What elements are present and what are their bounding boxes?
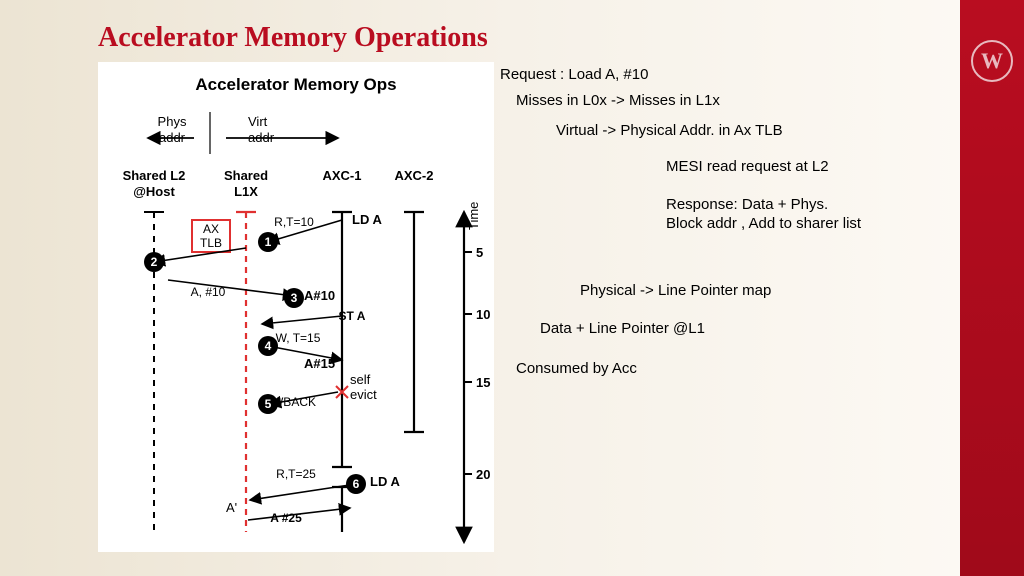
diagram-panel: Accelerator Memory OpsPhysaddrVirtaddrSh… [98,62,494,552]
svg-text:evict: evict [350,387,377,402]
svg-text:2: 2 [151,255,158,269]
svg-text:20: 20 [476,467,490,482]
svg-text:LD A: LD A [370,474,400,489]
svg-text:A#10: A#10 [304,288,335,303]
annotation-a5: Response: Data + Phys. Block addr , Add … [666,196,866,234]
svg-text:6: 6 [353,477,360,491]
svg-text:A #25: A #25 [270,511,302,525]
page-title: Accelerator Memory Operations [98,22,488,54]
svg-text:WBACK: WBACK [272,395,316,409]
svg-text:5: 5 [265,397,272,411]
annotation-a4: MESI read request at L2 [666,158,829,177]
annotation-a2: Misses in L0x -> Misses in L1x [516,92,720,111]
svg-text:15: 15 [476,375,490,390]
svg-text:Phys: Phys [158,114,187,129]
svg-text:self: self [350,372,371,387]
svg-text:A#15: A#15 [304,356,335,371]
svg-text:AXC-2: AXC-2 [394,168,433,183]
annotation-a7: Data + Line Pointer @L1 [540,320,705,339]
svg-text:Accelerator Memory Ops: Accelerator Memory Ops [195,75,396,94]
svg-text:ST A: ST A [339,309,366,323]
svg-text:Shared: Shared [224,168,268,183]
svg-text:@Host: @Host [133,184,175,199]
svg-text:1: 1 [265,235,272,249]
svg-text:A, #10: A, #10 [191,285,226,299]
svg-text:3: 3 [291,291,298,305]
svg-text:TLB: TLB [200,236,222,250]
svg-text:AX: AX [203,222,219,236]
svg-text:R,T=25: R,T=25 [276,467,316,481]
annotation-a6: Physical -> Line Pointer map [580,282,771,301]
svg-text:addr: addr [159,130,186,145]
crest-icon: W [971,40,1013,82]
svg-text:LD A: LD A [352,212,382,227]
svg-text:W, T=15: W, T=15 [276,331,321,345]
svg-text:Virt: Virt [248,114,268,129]
svg-text:10: 10 [476,307,490,322]
svg-text:addr: addr [248,130,275,145]
svg-text:R,T=10: R,T=10 [274,215,314,229]
brand-sidebar: W [960,0,1024,576]
annotation-a3: Virtual -> Physical Addr. in Ax TLB [556,122,783,141]
svg-text:4: 4 [265,339,272,353]
svg-text:Shared L2: Shared L2 [123,168,186,183]
svg-text:5: 5 [476,245,483,260]
memory-ops-diagram: Accelerator Memory OpsPhysaddrVirtaddrSh… [98,62,494,552]
svg-text:AXC-1: AXC-1 [322,168,361,183]
svg-text:A': A' [226,500,237,515]
annotation-a8: Consumed by Acc [516,360,637,379]
annotation-a1: Request : Load A, #10 [500,66,648,85]
svg-text:L1X: L1X [234,184,258,199]
svg-text:Time: Time [466,202,481,230]
crest-letter: W [981,48,1003,74]
